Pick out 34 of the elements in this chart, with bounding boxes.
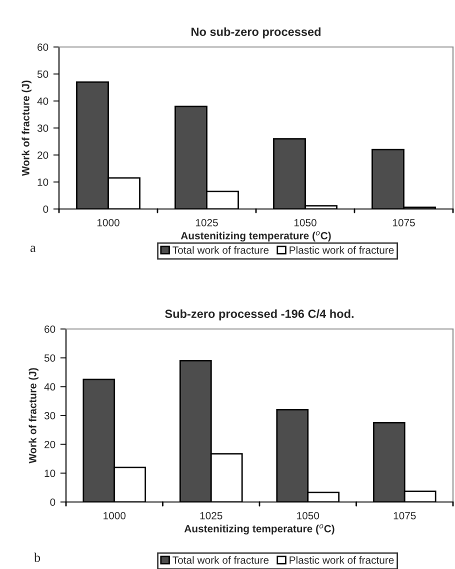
y-tick-label: 20: [44, 440, 56, 448]
x-axis-title: Austenitizing temperature ($^{o}$C): [180, 231, 331, 242]
legend-label: Plastic work of fracture: [290, 556, 394, 564]
x-tick-label: 1025: [200, 512, 222, 520]
legend-label: Total work of fracture: [172, 556, 269, 564]
y-tick-label: 10: [38, 178, 48, 186]
x-tick-label: 1025: [196, 218, 218, 226]
legend-label: Total work of fracture: [172, 246, 269, 254]
legend-label: Plastic work of fracture: [290, 246, 394, 254]
x-tick-label: 1075: [394, 512, 416, 520]
y-axis-title: Work of fracture (J): [22, 80, 32, 176]
y-tick-label: 60: [38, 44, 48, 51]
y-tick-label: 50: [44, 354, 56, 362]
x-tick-label: 1050: [294, 218, 316, 226]
y-tick-label: 20: [38, 152, 48, 159]
x-tick-label: 1000: [104, 512, 126, 520]
y-tick-label: 40: [44, 383, 56, 391]
chart-title: No sub-zero processed: [192, 27, 320, 38]
y-tick-label: 30: [37, 124, 48, 132]
y-tick-label: 0: [50, 498, 56, 506]
y-tick-label: 0: [43, 206, 48, 213]
chart-title: Sub-zero processed -196 C/4 hod.: [165, 309, 354, 320]
x-tick-label: 1075: [392, 218, 415, 226]
y-axis-title: Work of fracture (J): [28, 368, 38, 464]
x-tick-label: 1000: [97, 218, 120, 226]
x-tick-label: 1050: [297, 512, 320, 520]
x-axis-title: Austenitizing temperature ($^{o}$C): [184, 524, 334, 534]
y-tick-label: 30: [44, 412, 56, 420]
text: a: [30, 246, 36, 252]
text: b: [34, 552, 40, 562]
y-tick-label: 40: [37, 98, 48, 105]
y-tick-label: 50: [37, 70, 48, 78]
y-tick-label: 10: [44, 470, 56, 478]
y-tick-label: 60: [44, 326, 56, 333]
